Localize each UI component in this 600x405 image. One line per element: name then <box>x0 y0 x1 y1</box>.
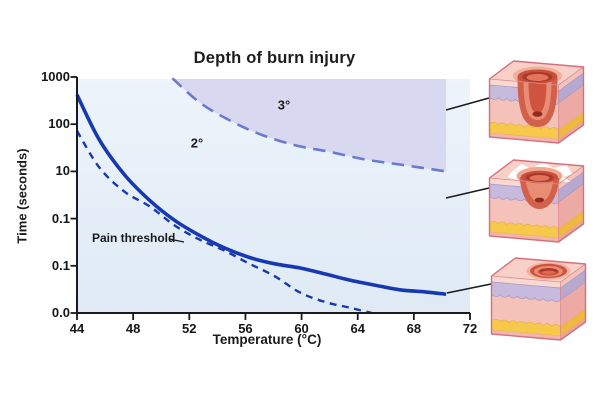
y-tick-0: 1000 <box>41 69 70 84</box>
pain-threshold-leader-line <box>168 238 185 243</box>
x-tick-3: 56 <box>238 321 253 336</box>
y-tick-2: 10 <box>55 163 70 179</box>
y-tick-5: 0.0 <box>51 305 70 320</box>
region-label-2nd-degree: 2° <box>190 135 204 151</box>
curve-long-dash <box>171 77 447 173</box>
skin-cross-section-2nd-degree-icon <box>486 151 587 246</box>
region-label-3rd-degree: 3° <box>277 97 291 113</box>
skin-cross-section-3rd-degree-icon <box>486 52 587 147</box>
burn-crater-deep <box>513 66 562 127</box>
x-tick-1: 48 <box>125 321 141 336</box>
x-tick-7: 72 <box>462 321 478 336</box>
third-degree-region <box>172 78 447 172</box>
y-tick-3: 0.1 <box>51 210 70 226</box>
x-axis-label: Temperature (°C) <box>212 332 322 347</box>
burn-crater-mid <box>507 162 573 209</box>
curve-solid <box>75 94 447 296</box>
chart-title: Depth of burn injury <box>193 49 356 67</box>
x-tick-2: 52 <box>182 321 197 336</box>
illustration-connector-line <box>446 283 492 294</box>
x-tick-6: 68 <box>406 321 422 336</box>
y-tick-4: 0.1 <box>51 257 70 273</box>
pain-threshold-label: Pain threshold <box>92 231 176 245</box>
curve-short-dash <box>75 130 373 315</box>
x-tick-4: 60 <box>294 321 309 336</box>
illustration-connector-line <box>445 97 490 111</box>
y-tick-1: 100 <box>48 116 70 132</box>
skin-cross-section-1st-degree-icon <box>488 249 589 344</box>
x-tick-0: 44 <box>69 321 85 336</box>
illustration-connector-line <box>445 187 490 199</box>
burn-crater-surface <box>526 262 571 280</box>
x-tick-5: 64 <box>350 321 365 336</box>
